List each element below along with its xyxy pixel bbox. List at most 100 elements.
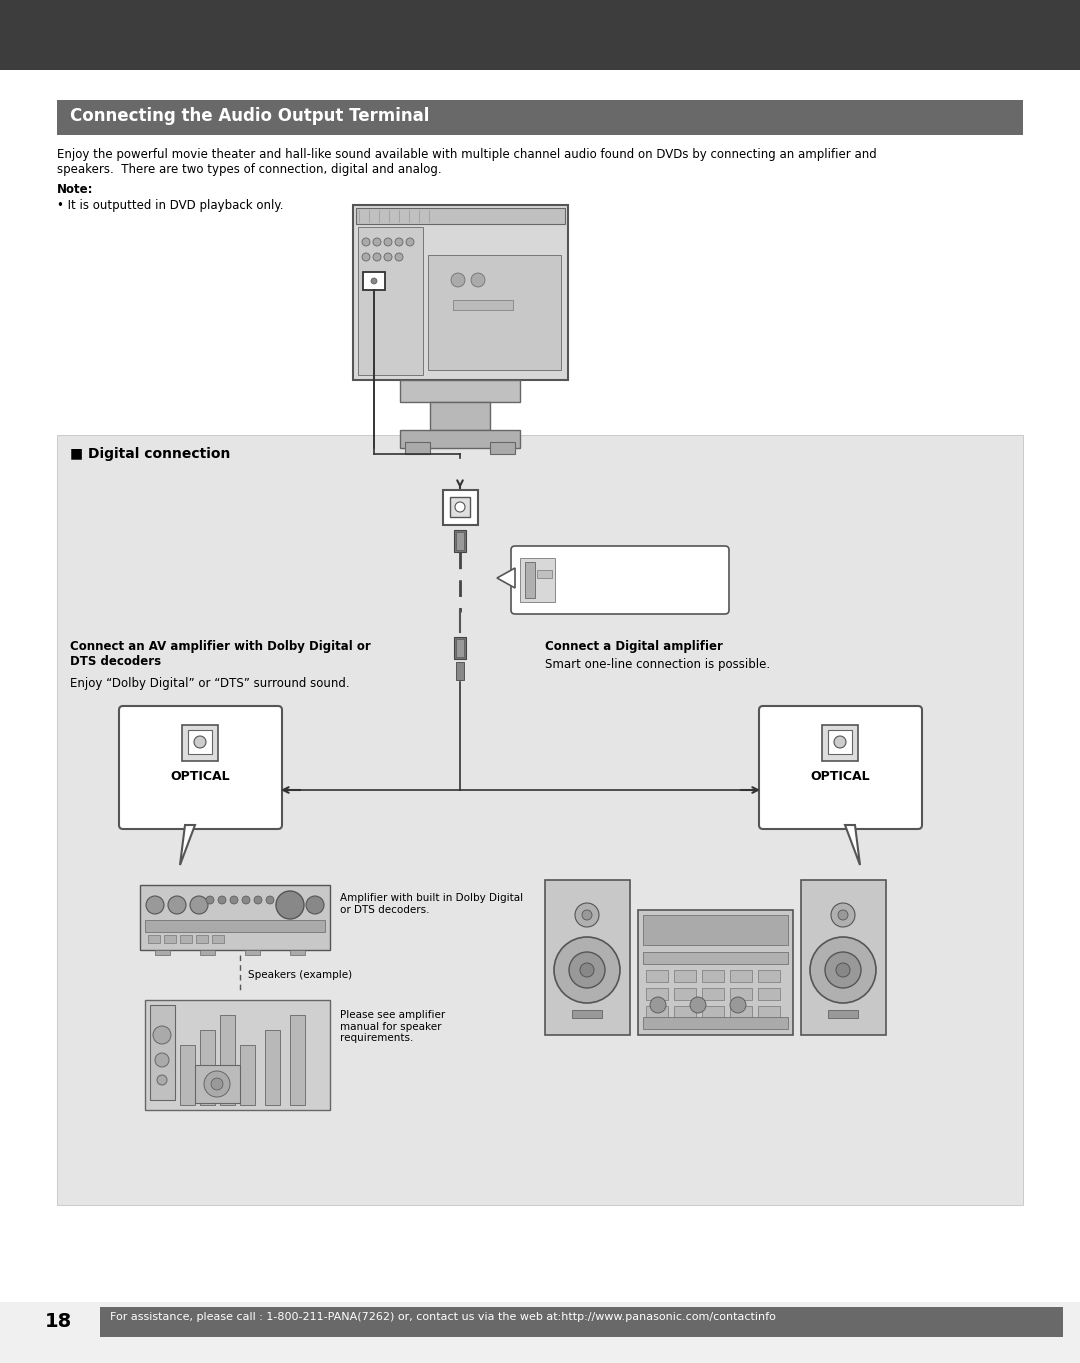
FancyBboxPatch shape	[119, 706, 282, 829]
Polygon shape	[180, 825, 195, 866]
FancyBboxPatch shape	[356, 209, 565, 224]
FancyBboxPatch shape	[353, 204, 568, 380]
FancyBboxPatch shape	[212, 935, 224, 943]
Text: • It is outputted in DVD playback only.: • It is outputted in DVD playback only.	[57, 199, 283, 213]
Circle shape	[156, 1054, 168, 1067]
FancyBboxPatch shape	[180, 935, 192, 943]
Circle shape	[218, 895, 226, 904]
Circle shape	[384, 239, 392, 245]
FancyBboxPatch shape	[828, 1010, 858, 1018]
FancyBboxPatch shape	[537, 570, 552, 578]
FancyBboxPatch shape	[730, 988, 752, 1000]
FancyBboxPatch shape	[758, 970, 780, 981]
Circle shape	[810, 936, 876, 1003]
FancyBboxPatch shape	[0, 0, 1080, 70]
Circle shape	[266, 895, 274, 904]
Circle shape	[834, 736, 846, 748]
FancyBboxPatch shape	[200, 950, 215, 955]
FancyBboxPatch shape	[443, 491, 478, 525]
Circle shape	[395, 239, 403, 245]
FancyBboxPatch shape	[145, 920, 325, 932]
Circle shape	[291, 895, 298, 904]
Polygon shape	[845, 825, 860, 866]
FancyBboxPatch shape	[525, 562, 535, 598]
FancyBboxPatch shape	[183, 725, 218, 761]
Circle shape	[157, 1075, 167, 1085]
Text: Smart one-line connection is possible.: Smart one-line connection is possible.	[545, 658, 770, 671]
Circle shape	[554, 936, 620, 1003]
FancyBboxPatch shape	[291, 950, 305, 955]
FancyBboxPatch shape	[638, 910, 793, 1035]
FancyBboxPatch shape	[450, 497, 470, 517]
Circle shape	[362, 239, 370, 245]
Text: ■ Digital connection: ■ Digital connection	[70, 447, 230, 461]
FancyBboxPatch shape	[200, 1030, 215, 1105]
Circle shape	[395, 254, 403, 260]
FancyBboxPatch shape	[164, 935, 176, 943]
Text: Please see amplifier
manual for speaker
requirements.: Please see amplifier manual for speaker …	[340, 1010, 445, 1043]
Text: Firmly connect the cable to
the connector.: Firmly connect the cable to the connecto…	[562, 566, 714, 586]
Circle shape	[373, 254, 381, 260]
Circle shape	[276, 891, 303, 919]
Text: Connect an AV amplifier with Dolby Digital or
DTS decoders: Connect an AV amplifier with Dolby Digit…	[70, 641, 370, 668]
FancyBboxPatch shape	[428, 255, 561, 369]
Circle shape	[362, 254, 370, 260]
FancyBboxPatch shape	[57, 435, 1023, 1205]
FancyBboxPatch shape	[643, 1017, 788, 1029]
Circle shape	[406, 239, 414, 245]
FancyBboxPatch shape	[220, 1015, 235, 1105]
FancyBboxPatch shape	[643, 951, 788, 964]
Circle shape	[206, 895, 214, 904]
FancyBboxPatch shape	[363, 273, 384, 290]
Circle shape	[190, 895, 208, 915]
FancyBboxPatch shape	[646, 1006, 669, 1018]
FancyBboxPatch shape	[265, 1030, 280, 1105]
FancyBboxPatch shape	[646, 970, 669, 981]
FancyBboxPatch shape	[188, 731, 212, 754]
FancyBboxPatch shape	[195, 935, 208, 943]
FancyBboxPatch shape	[456, 662, 464, 680]
FancyBboxPatch shape	[646, 988, 669, 1000]
Text: Amplifier with built in Dolby Digital
or DTS decoders.: Amplifier with built in Dolby Digital or…	[340, 893, 523, 915]
Circle shape	[690, 996, 706, 1013]
Text: Connect a Digital amplifier: Connect a Digital amplifier	[545, 641, 723, 653]
FancyBboxPatch shape	[674, 988, 696, 1000]
Circle shape	[575, 904, 599, 927]
FancyBboxPatch shape	[245, 950, 260, 955]
FancyBboxPatch shape	[145, 1000, 330, 1109]
Text: 18: 18	[45, 1313, 72, 1332]
FancyBboxPatch shape	[357, 228, 423, 375]
FancyBboxPatch shape	[405, 442, 430, 454]
Circle shape	[194, 736, 206, 748]
FancyBboxPatch shape	[643, 915, 788, 945]
FancyBboxPatch shape	[140, 885, 330, 950]
Text: Note:: Note:	[57, 183, 94, 196]
Circle shape	[582, 910, 592, 920]
Circle shape	[836, 964, 850, 977]
FancyBboxPatch shape	[156, 950, 170, 955]
FancyBboxPatch shape	[453, 300, 513, 309]
Circle shape	[825, 951, 861, 988]
FancyBboxPatch shape	[572, 1010, 602, 1018]
FancyBboxPatch shape	[759, 706, 922, 829]
Text: OPTICAL: OPTICAL	[810, 770, 869, 782]
FancyBboxPatch shape	[430, 402, 490, 429]
FancyBboxPatch shape	[822, 725, 858, 761]
Circle shape	[471, 273, 485, 288]
FancyBboxPatch shape	[674, 1006, 696, 1018]
Circle shape	[306, 895, 324, 915]
FancyBboxPatch shape	[100, 1307, 1063, 1337]
Polygon shape	[497, 568, 515, 587]
FancyBboxPatch shape	[456, 639, 464, 657]
Circle shape	[242, 895, 249, 904]
FancyBboxPatch shape	[454, 637, 465, 658]
Circle shape	[204, 1071, 230, 1097]
Text: Speakers (example): Speakers (example)	[248, 970, 352, 980]
FancyBboxPatch shape	[291, 1015, 305, 1105]
FancyBboxPatch shape	[148, 935, 160, 943]
Text: OPTICAL: OPTICAL	[171, 770, 230, 782]
FancyBboxPatch shape	[758, 988, 780, 1000]
FancyBboxPatch shape	[180, 1045, 195, 1105]
FancyBboxPatch shape	[57, 99, 1023, 135]
Circle shape	[211, 1078, 222, 1090]
